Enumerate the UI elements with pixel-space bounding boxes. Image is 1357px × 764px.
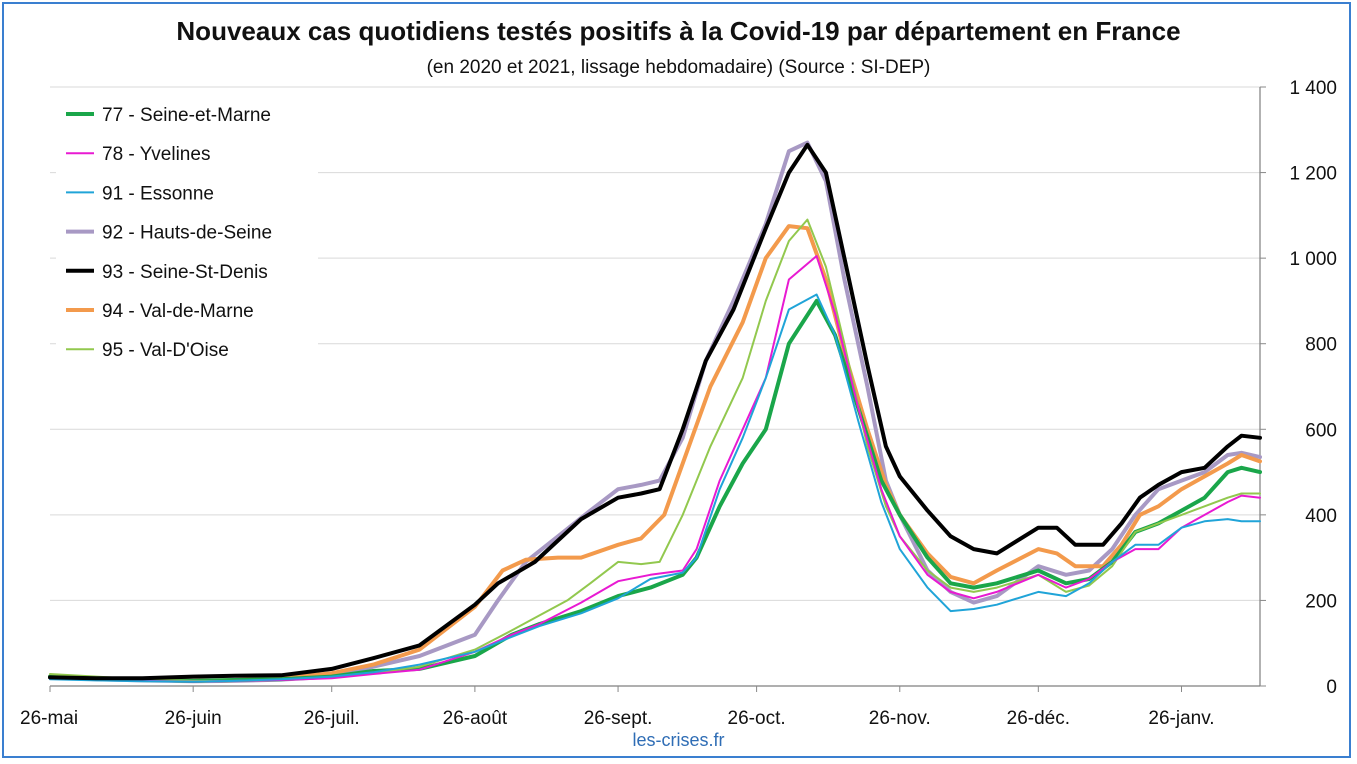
x-axis-ticks: 26-mai 26-juin 26-juil. 26-août 26-sept. 26-o… bbox=[20, 686, 1215, 729]
legend-label: 92 - Hauts-de-Seine bbox=[102, 223, 272, 244]
x-tick-label: 26-nov. bbox=[869, 708, 931, 729]
x-tick-label: 26-mai bbox=[20, 708, 78, 729]
y-tick-label: 1 400 bbox=[1289, 78, 1337, 99]
x-tick-label: 26-déc. bbox=[1007, 708, 1070, 729]
x-tick-label: 26-janv. bbox=[1148, 708, 1214, 729]
chart-subtitle: (en 2020 et 2021, lissage hebdomadaire) … bbox=[426, 57, 931, 78]
legend-label: 93 - Seine-St-Denis bbox=[102, 262, 268, 283]
series-line-78 bbox=[49, 255, 1261, 683]
x-tick-label: 26-oct. bbox=[728, 708, 786, 729]
y-tick-label: 600 bbox=[1305, 420, 1337, 441]
series-line-93 bbox=[48, 142, 1262, 681]
y-tick-label: 200 bbox=[1305, 591, 1337, 612]
legend-label: 77 - Seine-et-Marne bbox=[102, 105, 271, 126]
y-tick-label: 1 200 bbox=[1289, 164, 1337, 185]
x-tick-label: 26-juin bbox=[165, 708, 222, 729]
chart-title: Nouveaux cas quotidiens testés positifs … bbox=[176, 16, 1181, 46]
legend-label: 95 - Val-D'Oise bbox=[102, 340, 229, 361]
legend: 77 - Seine-et-Marne 78 - Yvelines 91 - Ess… bbox=[56, 95, 318, 367]
legend-box bbox=[56, 95, 318, 367]
series-line-94 bbox=[48, 224, 1262, 683]
y-axis-ticks: 0 200 400 600 800 1 000 1 200 1 400 bbox=[1260, 78, 1337, 698]
series-line-92 bbox=[48, 140, 1262, 684]
y-tick-label: 400 bbox=[1305, 506, 1337, 527]
series-group bbox=[48, 140, 1262, 684]
x-tick-label: 26-sept. bbox=[584, 708, 653, 729]
y-tick-label: 1 000 bbox=[1289, 249, 1337, 270]
legend-label: 94 - Val-de-Marne bbox=[102, 301, 254, 322]
source-url: les-crises.fr bbox=[632, 730, 725, 750]
legend-label: 91 - Essonne bbox=[102, 183, 214, 204]
axes bbox=[50, 87, 1261, 687]
x-tick-label: 26-août bbox=[443, 708, 508, 729]
y-tick-label: 800 bbox=[1305, 335, 1337, 356]
x-tick-label: 26-juil. bbox=[304, 708, 360, 729]
series-line-91 bbox=[49, 293, 1261, 683]
legend-label: 78 - Yvelines bbox=[102, 144, 210, 165]
y-tick-label: 0 bbox=[1326, 677, 1337, 698]
